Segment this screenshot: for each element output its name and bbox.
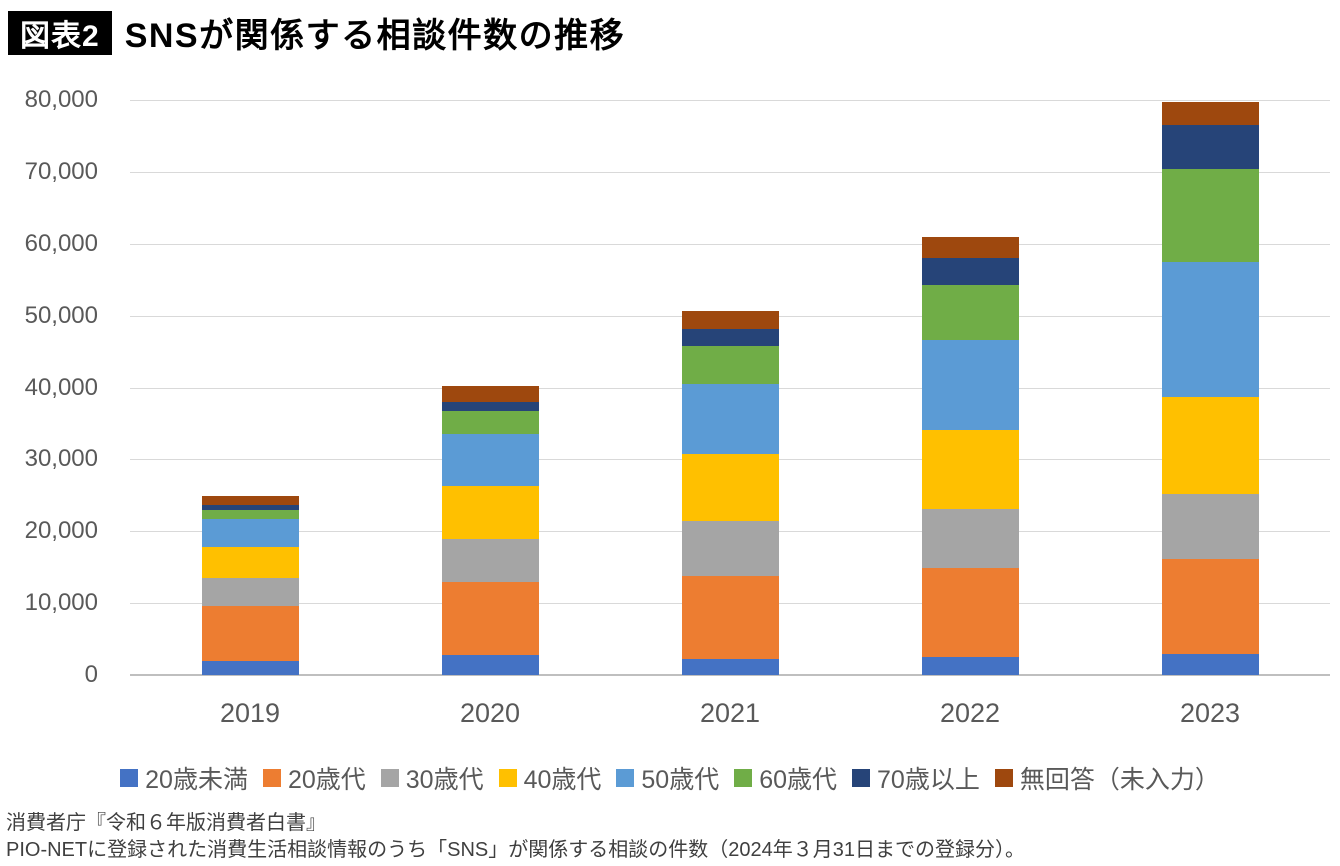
bar-segment-2019-20歳未満: [201, 660, 299, 675]
gridline-80000: [130, 100, 1330, 101]
x-axis-label-2020: 2020: [459, 698, 521, 728]
bar-segment-2021-30歳代: [681, 520, 779, 576]
chart-legend: 20歳未満 20歳代 30歳代 40歳代 50歳代 60歳代 70歳以上 無回答（未入力）: [0, 760, 1340, 796]
y-axis-tick-label: 20,000: [24, 517, 98, 545]
legend-swatch: [120, 769, 139, 787]
bar-segment-2021-20歳未満: [681, 659, 779, 675]
bar-segment-2019-50歳代: [201, 519, 299, 548]
legend-swatch: [616, 769, 635, 787]
bar-segment-2023-70歳以上: [1161, 124, 1259, 169]
legend-label: 30歳代: [405, 766, 484, 794]
bar-segment-2020-20歳代: [441, 581, 539, 656]
legend-item-30歳代: 30歳代: [380, 760, 484, 796]
x-axis-label-2023: 2023: [1179, 698, 1241, 728]
x-axis-label-2021: 2021: [699, 698, 761, 728]
bar-segment-2020-30歳代: [441, 538, 539, 582]
legend-item-50歳代: 50歳代: [616, 760, 719, 796]
legend-item-40歳代: 40歳代: [498, 760, 602, 796]
bar-segment-2023-20歳未満: [1161, 653, 1259, 675]
y-axis-tick-label: 70,000: [24, 157, 98, 185]
bar-segment-2020-20歳未満: [441, 655, 539, 675]
bar-segment-2019-30歳代: [201, 577, 299, 606]
bar-segment-2023-無回答（未入力）: [1161, 101, 1259, 125]
y-axis-tick-label: 10,000: [24, 589, 98, 617]
bar-segment-2022-40歳代: [921, 429, 1019, 510]
source-line: 消費者庁『令和６年版消費者白書』: [6, 812, 326, 834]
bar-segment-2019-40歳代: [201, 547, 299, 578]
bar-segment-2022-20歳未満: [921, 657, 1019, 675]
bar-segment-2020-70歳以上: [441, 401, 539, 411]
bar-segment-2023-30歳代: [1161, 493, 1259, 559]
bar-segment-2020-無回答（未入力）: [441, 386, 539, 402]
x-axis-label-2022: 2022: [939, 698, 1001, 728]
gridline-0: [130, 674, 1330, 676]
legend-label: 50歳代: [641, 766, 720, 794]
bar-segment-2023-40歳代: [1161, 396, 1259, 494]
legend-swatch: [734, 769, 753, 787]
legend-swatch: [852, 769, 871, 787]
y-axis-tick-label: 40,000: [24, 373, 98, 401]
bar-segment-2023-20歳代: [1161, 558, 1259, 654]
bar-segment-2020-40歳代: [441, 485, 539, 539]
legend-swatch: [380, 769, 399, 787]
y-axis-tick-label: 30,000: [24, 445, 98, 473]
figure-badge: 図表2: [8, 10, 112, 55]
legend-item-無回答（未入力）: 無回答（未入力）: [994, 760, 1220, 796]
bar-segment-2019-60歳代: [201, 510, 299, 520]
bar-segment-2021-無回答（未入力）: [681, 310, 779, 329]
legend-swatch: [994, 769, 1013, 787]
legend-swatch: [262, 769, 281, 787]
legend-label: 20歳未満: [145, 766, 248, 794]
bar-segment-2022-70歳以上: [921, 258, 1019, 286]
legend-item-70歳以上: 70歳以上: [852, 760, 980, 796]
bar-segment-2019-20歳代: [201, 606, 299, 661]
note-line: PIO-NETに登録された消費生活相談情報のうち「SNS」が関係する相談の件数（…: [6, 839, 1025, 861]
legend-label: 20歳代: [287, 766, 366, 794]
bar-segment-2022-50歳代: [921, 340, 1019, 430]
bar-segment-2023-60歳代: [1161, 168, 1259, 262]
y-axis-tick-label: 60,000: [24, 229, 98, 257]
bar-segment-2022-無回答（未入力）: [921, 237, 1019, 259]
bar-segment-2020-50歳代: [441, 433, 539, 486]
legend-item-20歳代: 20歳代: [262, 760, 366, 796]
y-axis-tick-label: 80,000: [24, 86, 98, 113]
bar-segment-2020-60歳代: [441, 410, 539, 434]
gridline-60000: [130, 243, 1330, 245]
bar-segment-2022-30歳代: [921, 509, 1019, 569]
bar-segment-2021-20歳代: [681, 575, 779, 660]
bar-segment-2021-70歳以上: [681, 328, 779, 347]
bar-segment-2019-無回答（未入力）: [201, 496, 299, 506]
bar-segment-2022-20歳代: [921, 568, 1019, 658]
legend-label: 40歳代: [523, 766, 602, 794]
bar-segment-2022-60歳代: [921, 285, 1019, 341]
chart-title: SNSが関係する相談件数の推移: [124, 17, 626, 55]
legend-label: 60歳代: [759, 766, 838, 794]
x-axis-label-2019: 2019: [219, 698, 281, 728]
bar-segment-2021-50歳代: [681, 384, 779, 454]
bar-segment-2023-50歳代: [1161, 261, 1259, 397]
gridline-70000: [130, 171, 1330, 173]
bar-segment-2021-40歳代: [681, 453, 779, 521]
bar-segment-2021-60歳代: [681, 346, 779, 385]
legend-label: 70歳以上: [877, 766, 980, 794]
legend-label: 無回答（未入力）: [1019, 766, 1220, 794]
y-axis-tick-label: 0: [84, 661, 98, 688]
legend-item-20歳未満: 20歳未満: [120, 760, 248, 796]
bar-segment-2019-70歳以上: [201, 505, 299, 511]
chart-header: 図表2 SNSが関係する相談件数の推移: [8, 8, 625, 57]
y-axis-tick-label: 50,000: [24, 301, 98, 329]
legend-swatch: [498, 769, 517, 787]
legend-item-60歳代: 60歳代: [734, 760, 837, 796]
